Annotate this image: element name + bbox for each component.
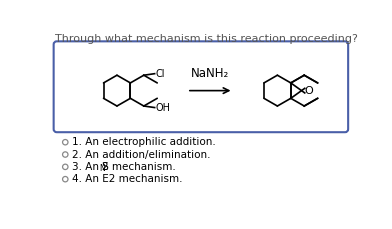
Text: 3. An S: 3. An S — [72, 162, 109, 172]
Text: Through what mechanism is this reaction proceeding?: Through what mechanism is this reaction … — [55, 34, 358, 44]
Text: Cl: Cl — [155, 69, 165, 79]
Text: 2. An addition/elimination.: 2. An addition/elimination. — [72, 150, 211, 160]
Text: N: N — [100, 164, 105, 173]
Text: O: O — [304, 86, 313, 96]
Text: NaNH₂: NaNH₂ — [191, 67, 229, 80]
Text: 2 mechanism.: 2 mechanism. — [102, 162, 176, 172]
Text: OH: OH — [155, 103, 171, 113]
Text: 4. An E2 mechanism.: 4. An E2 mechanism. — [72, 174, 183, 184]
FancyBboxPatch shape — [54, 41, 348, 132]
Text: 1. An electrophilic addition.: 1. An electrophilic addition. — [72, 137, 216, 147]
